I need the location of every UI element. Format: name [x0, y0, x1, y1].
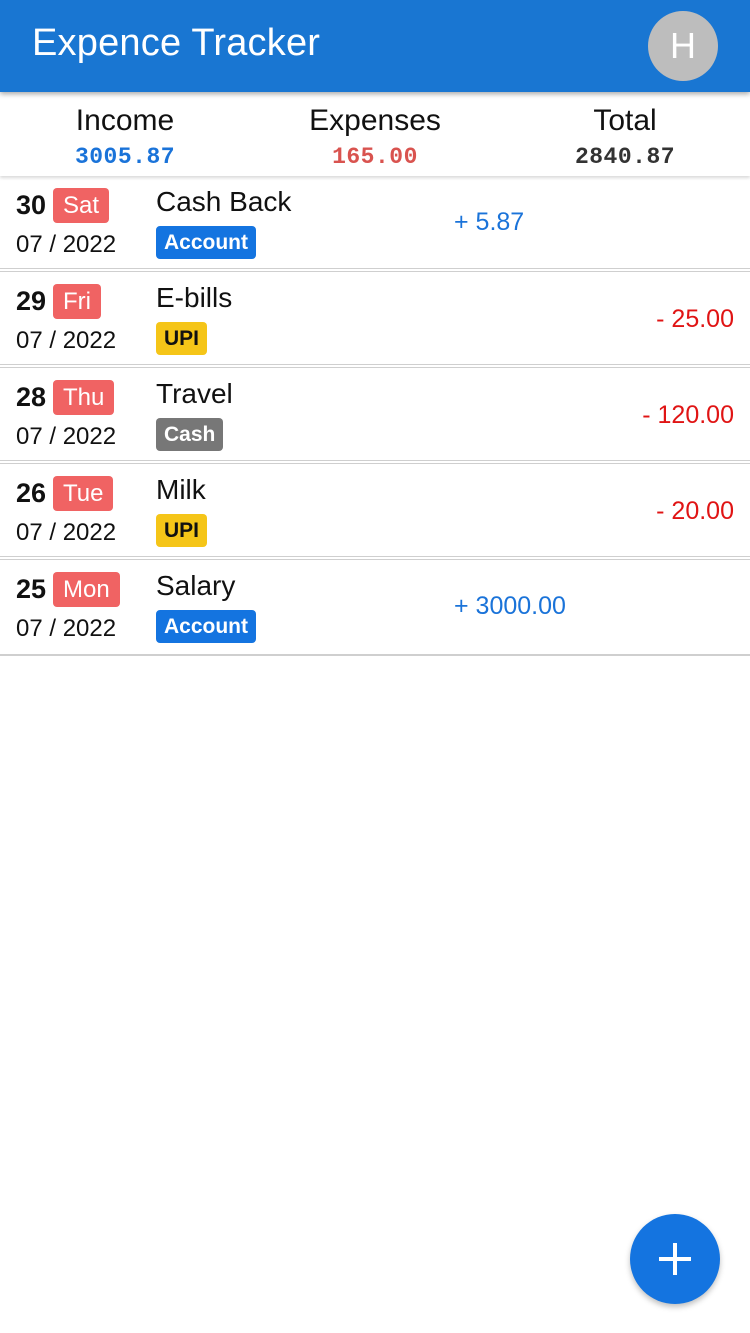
weekday-badge: Fri — [53, 284, 101, 319]
day-number: 30 — [16, 190, 47, 220]
expenses-label: Expenses — [309, 104, 441, 137]
transaction-row[interactable]: 28 Thu 07 / 2022 Travel Cash - 120.00 — [0, 368, 750, 464]
transaction-amount: + 5.87 — [454, 208, 525, 236]
income-label: Income — [75, 104, 175, 137]
plus-icon — [659, 1243, 691, 1275]
payment-tag: UPI — [156, 514, 208, 547]
transaction-row[interactable]: 29 Fri 07 / 2022 E-bills UPI - 25.00 — [0, 272, 750, 368]
day-number: 25 — [16, 574, 47, 604]
month-year: 07 / 2022 — [16, 423, 117, 450]
month-year: 07 / 2022 — [16, 615, 117, 642]
app-bar: Expence Tracker H — [0, 0, 750, 92]
transaction-description: Salary — [156, 570, 236, 601]
transaction-description: Milk — [156, 474, 206, 505]
transaction-row[interactable]: 26 Tue 07 / 2022 Milk UPI - 20.00 — [0, 464, 750, 560]
total-label: Total — [593, 104, 657, 137]
payment-tag: Account — [156, 226, 256, 259]
month-year: 07 / 2022 — [16, 519, 117, 546]
payment-tag: Account — [156, 610, 256, 643]
transaction-amount: + 3000.00 — [454, 592, 566, 620]
expenses-summary: Expenses 165.00 — [250, 92, 500, 170]
payment-tag: Cash — [156, 418, 224, 451]
weekday-badge: Tue — [53, 476, 114, 511]
user-avatar[interactable]: H — [648, 11, 718, 81]
transaction-row[interactable]: 25 Mon 07 / 2022 Salary Account + 3000.0… — [0, 560, 750, 656]
transaction-amount: - 25.00 — [656, 305, 734, 333]
month-year: 07 / 2022 — [16, 327, 117, 354]
income-summary: Income 3005.87 — [0, 92, 250, 170]
transaction-row[interactable]: 30 Sat 07 / 2022 Cash Back Account + 5.8… — [0, 176, 750, 272]
day-number: 26 — [16, 478, 47, 508]
transaction-description: Cash Back — [156, 186, 292, 217]
income-value: 3005.87 — [74, 144, 176, 170]
payment-tag: UPI — [156, 322, 208, 355]
transaction-list: 30 Sat 07 / 2022 Cash Back Account + 5.8… — [0, 176, 750, 656]
add-transaction-button[interactable] — [630, 1214, 720, 1304]
transaction-description: Travel — [156, 378, 233, 409]
weekday-badge: Thu — [53, 380, 115, 415]
weekday-badge: Sat — [53, 188, 110, 223]
total-summary: Total 2840.87 — [500, 92, 750, 170]
summary-bar: Income 3005.87 Expenses 165.00 Total 284… — [0, 92, 750, 176]
app-title: Expence Tracker — [32, 22, 321, 64]
transaction-description: E-bills — [156, 282, 233, 313]
transaction-amount: - 20.00 — [656, 497, 734, 525]
month-year: 07 / 2022 — [16, 231, 117, 258]
expenses-value: 165.00 — [332, 144, 418, 170]
total-value: 2840.87 — [574, 144, 676, 170]
day-number: 29 — [16, 286, 47, 316]
transaction-amount: - 120.00 — [642, 401, 734, 429]
weekday-badge: Mon — [53, 572, 120, 607]
day-number: 28 — [16, 382, 47, 412]
